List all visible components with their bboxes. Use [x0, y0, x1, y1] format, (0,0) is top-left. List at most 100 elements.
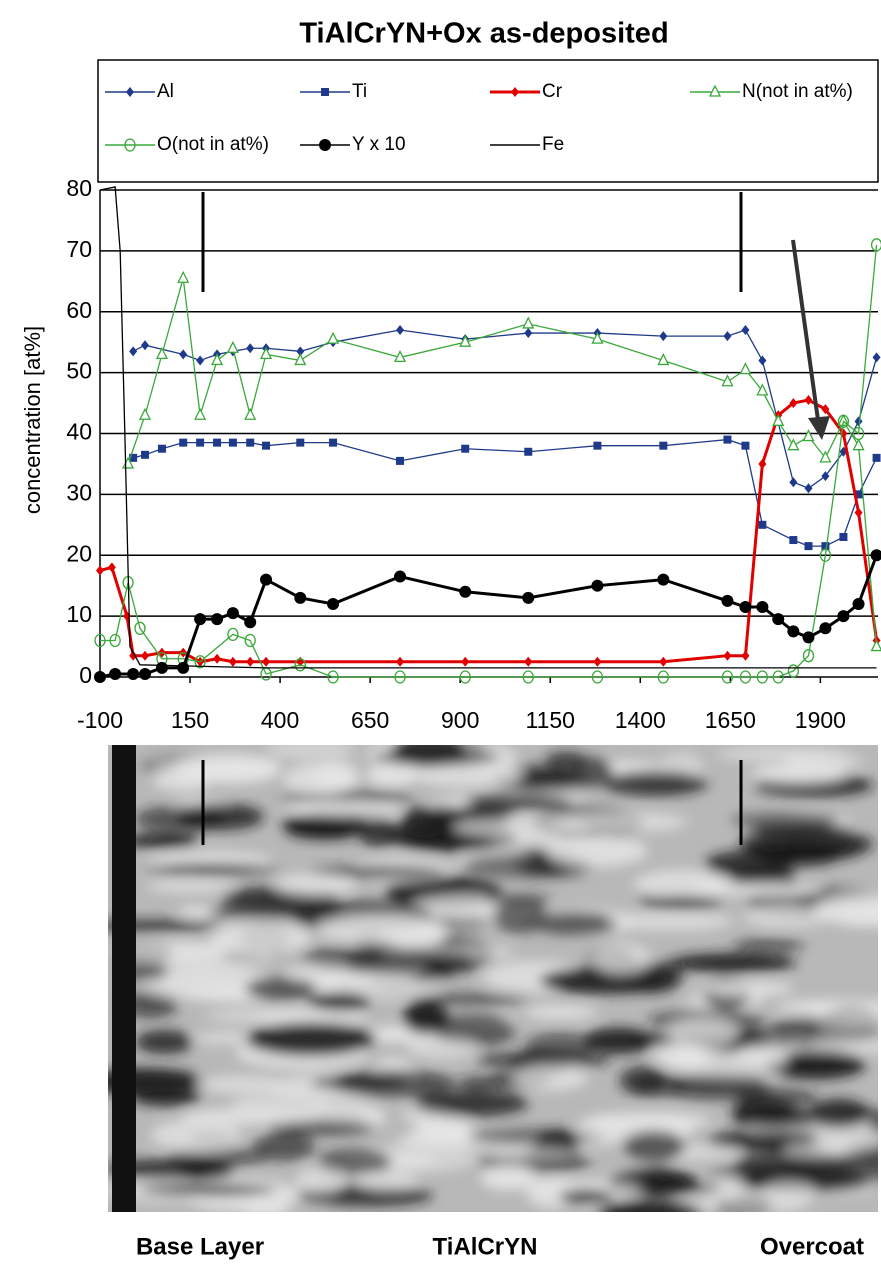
marker: [211, 352, 224, 366]
grain: [256, 1008, 370, 1028]
marker: [837, 610, 850, 623]
marker: [179, 349, 188, 360]
marker: [246, 343, 255, 354]
marker: [213, 653, 222, 664]
grain: [824, 902, 878, 927]
x-tick-label: 650: [351, 707, 389, 733]
marker: [124, 138, 136, 152]
marker: [756, 383, 769, 396]
marker: [227, 627, 239, 642]
marker: [593, 441, 602, 450]
grain: [709, 1164, 829, 1181]
grain: [196, 1076, 285, 1094]
grain: [457, 1076, 499, 1090]
marker: [721, 670, 734, 684]
marker: [321, 88, 329, 96]
marker: [524, 447, 533, 456]
grain: [583, 1027, 655, 1054]
grain: [539, 967, 674, 994]
marker: [593, 656, 602, 667]
marker: [459, 334, 472, 347]
marker: [511, 87, 519, 97]
grain: [812, 1007, 878, 1023]
marker: [852, 438, 865, 451]
y-tick-label: 40: [66, 419, 92, 445]
chart-title: TiAlCrYN+Ox as-deposited: [299, 18, 668, 50]
grain: [134, 1029, 194, 1055]
grain: [267, 1121, 375, 1135]
grain: [108, 919, 221, 932]
grain: [108, 1067, 197, 1097]
marker: [461, 444, 470, 453]
marker: [109, 633, 121, 648]
grain: [813, 1128, 878, 1149]
x-tick-label: 1400: [615, 707, 666, 733]
marker: [524, 656, 533, 667]
grain: [607, 1208, 683, 1212]
marker: [657, 573, 670, 586]
grain: [705, 1176, 746, 1200]
marker: [524, 328, 533, 339]
x-tick-label: 1650: [705, 707, 756, 733]
grain: [392, 745, 467, 768]
marker: [739, 600, 752, 613]
grain: [283, 762, 355, 797]
marker: [129, 346, 138, 357]
plot: 0 10 20 30 40 50 60 70 80 -100 150 400 650 900 1150 140…: [66, 175, 881, 733]
marker: [196, 355, 205, 366]
grain: [317, 914, 447, 944]
grain: [138, 1184, 276, 1196]
marker: [821, 471, 830, 482]
grain: [731, 1048, 789, 1063]
marker: [657, 670, 669, 684]
grain: [533, 912, 620, 936]
legend-label: Fe: [542, 134, 564, 155]
marker: [94, 633, 106, 648]
y-tick-label: 20: [66, 540, 92, 566]
grain: [663, 1048, 713, 1070]
marker: [852, 597, 865, 610]
grain: [558, 1189, 613, 1204]
marker: [94, 671, 106, 683]
marker: [756, 670, 769, 684]
marker: [138, 407, 152, 420]
series-line: [99, 398, 879, 664]
grain: [209, 922, 312, 954]
grain: [513, 1064, 588, 1091]
substrate-edge: [112, 745, 136, 1212]
marker: [872, 352, 881, 363]
grain: [108, 940, 229, 963]
marker: [329, 438, 338, 447]
marker: [394, 670, 406, 684]
grain: [668, 953, 797, 972]
grain: [146, 880, 236, 893]
grain: [640, 896, 722, 909]
grain: [474, 1051, 612, 1069]
marker: [296, 346, 305, 357]
marker: [260, 573, 273, 586]
y-tick-label: 70: [66, 236, 92, 262]
marker: [659, 441, 668, 450]
marker: [134, 621, 146, 635]
marker: [141, 650, 150, 661]
marker: [657, 352, 670, 366]
marker: [459, 585, 472, 598]
marker: [852, 426, 865, 441]
grain: [480, 1165, 537, 1190]
x-tick-label: 1900: [795, 707, 846, 733]
marker: [294, 352, 307, 366]
marker: [804, 483, 813, 494]
grain: [366, 762, 418, 787]
grain: [596, 1200, 703, 1212]
marker: [756, 600, 769, 613]
marker: [839, 532, 848, 541]
grain: [344, 950, 472, 964]
grain: [667, 1017, 739, 1050]
marker: [126, 87, 134, 97]
grain: [601, 771, 708, 796]
grain: [750, 764, 848, 783]
x-tick-label: 1150: [525, 707, 574, 733]
marker: [394, 570, 407, 583]
grain: [704, 850, 795, 878]
legend-label: Al: [157, 81, 174, 102]
